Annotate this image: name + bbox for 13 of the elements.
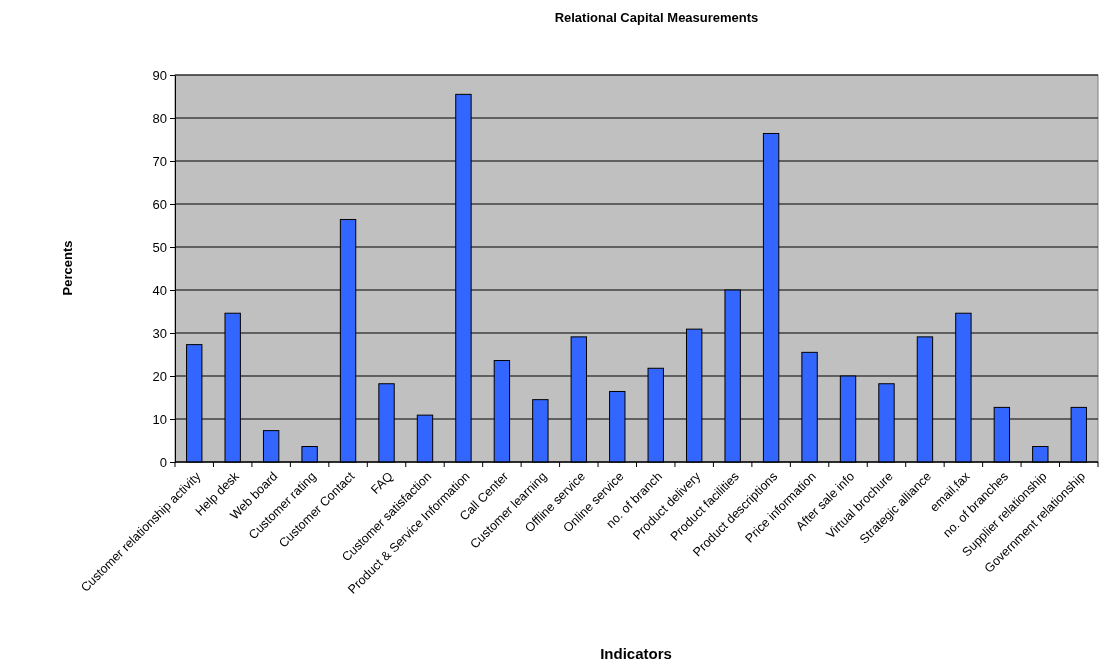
- y-tick-label: 80: [152, 110, 167, 126]
- y-tick-label: 30: [152, 325, 167, 341]
- y-axis-title: Percents: [60, 240, 75, 296]
- x-axis-title: Indicators: [600, 645, 672, 662]
- y-tick-label: 60: [152, 196, 167, 212]
- chart-title: Relational Capital Measurements: [554, 10, 759, 25]
- y-tick-label: 0: [159, 454, 167, 470]
- y-tick-label: 90: [152, 67, 167, 83]
- y-tick-label: 10: [152, 411, 167, 427]
- y-tick-label: 50: [152, 239, 167, 255]
- y-tick-label: 20: [152, 368, 167, 384]
- y-tick-label: 70: [152, 153, 167, 169]
- y-tick-label: 40: [152, 282, 167, 298]
